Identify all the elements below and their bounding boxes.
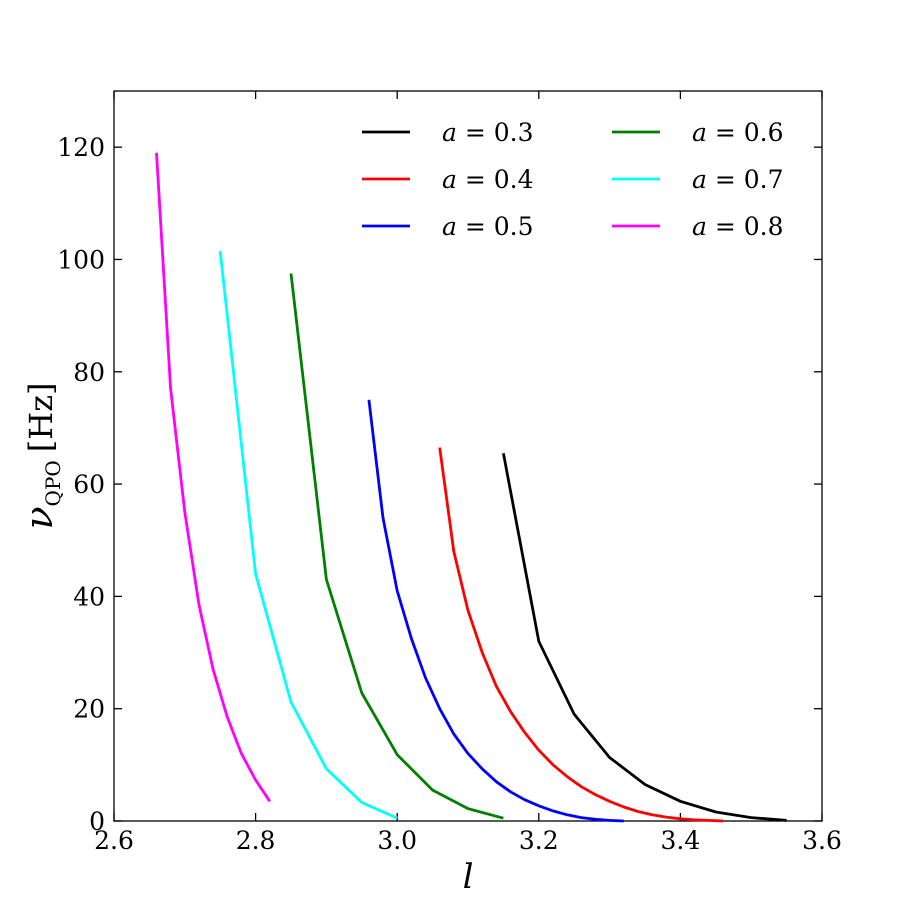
legend-variable: a (442, 118, 457, 147)
y-axis-subscript: QPO (41, 460, 65, 506)
legend-equals: = (457, 165, 494, 194)
legend-variable: a (692, 212, 707, 241)
legend-value: 0.7 (744, 165, 784, 194)
legend-value: 0.4 (494, 165, 534, 194)
legend-entry: a = 0.8 (692, 212, 784, 241)
y-tick-label: 80 (73, 358, 105, 387)
y-tick-label: 100 (57, 245, 105, 274)
legend-entry: a = 0.7 (692, 165, 784, 194)
legend-entry: a = 0.5 (442, 212, 534, 241)
legend-variable: a (692, 165, 707, 194)
legend-equals: = (457, 212, 494, 241)
x-axis-label: l (463, 857, 474, 897)
legend-value: 0.3 (494, 118, 534, 147)
legend-variable: a (692, 118, 707, 147)
x-tick-label: 3.2 (519, 826, 559, 855)
legend-equals: = (707, 118, 744, 147)
legend-variable: a (442, 212, 457, 241)
legend-value: 0.5 (494, 212, 534, 241)
y-tick-label: 0 (89, 807, 105, 836)
y-axis-label: νQPO [Hz] (17, 382, 65, 529)
plot-frame (113, 90, 823, 822)
legend-entry: a = 0.3 (442, 118, 534, 147)
x-tick-label: 3.6 (802, 826, 842, 855)
x-tick-label: 2.8 (236, 826, 276, 855)
series-line-2 (367, 399, 624, 823)
series-line-4 (218, 250, 398, 820)
series-line-3 (289, 273, 504, 820)
series-line-0 (502, 452, 787, 822)
legend-equals: = (707, 212, 744, 241)
series-line-5 (155, 152, 271, 803)
x-tick-label: 2.6 (94, 826, 134, 855)
y-axis-unit: [Hz] (22, 382, 60, 452)
series-line-1 (438, 447, 723, 823)
legend-equals: = (457, 118, 494, 147)
y-tick-label: 40 (73, 582, 105, 611)
y-axis-symbol: ν (17, 506, 61, 529)
y-tick-label: 60 (73, 470, 105, 499)
legend-entry: a = 0.4 (442, 165, 534, 194)
legend-equals: = (707, 165, 744, 194)
axis-ticks: 2.6 2.8 3.0 3.2 3.4 3.6 0 20 40 60 80 100 120 (57, 91, 842, 855)
legend-value: 0.6 (744, 118, 784, 147)
x-tick-label: 3.0 (377, 826, 417, 855)
legend-entry: a = 0.6 (692, 118, 784, 147)
legend-variable: a (442, 165, 457, 194)
x-tick-label: 3.4 (661, 826, 701, 855)
legend-value: 0.8 (744, 212, 784, 241)
y-tick-label: 120 (57, 133, 105, 162)
y-tick-label: 20 (73, 695, 105, 724)
legend: a = 0.3a = 0.4a = 0.5a = 0.6a = 0.7a = 0… (362, 118, 784, 241)
series-lines (155, 152, 787, 823)
